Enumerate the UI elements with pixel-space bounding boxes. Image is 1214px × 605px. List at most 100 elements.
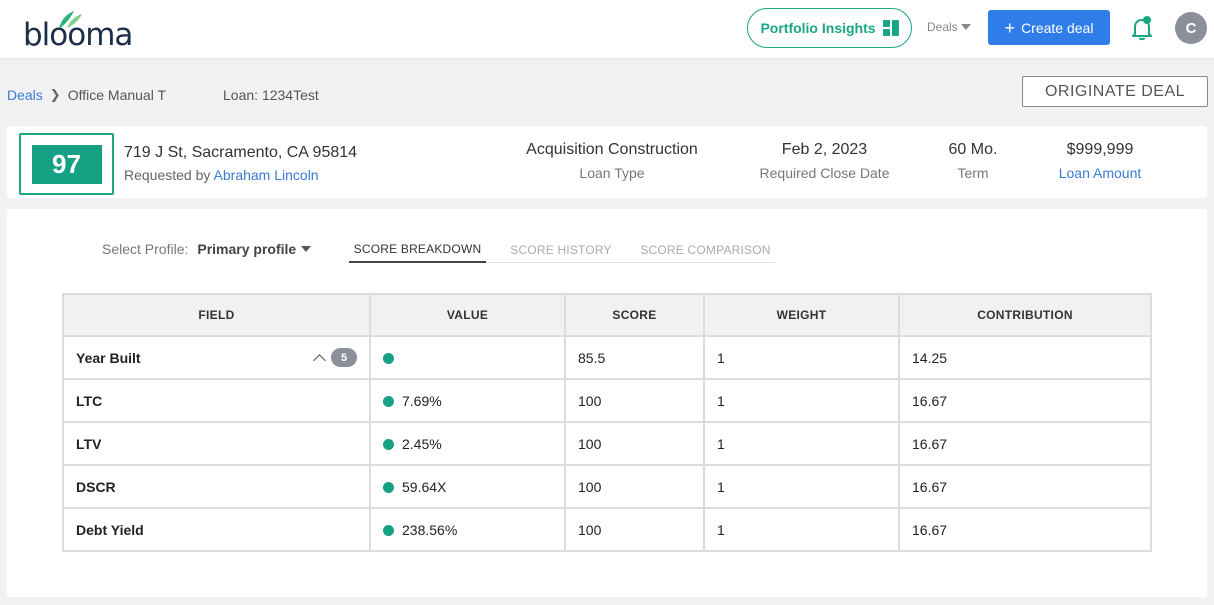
score-cell: 100	[564, 421, 705, 466]
blooma-logo[interactable]: blooma	[23, 8, 133, 53]
weight-cell: 1	[703, 335, 900, 380]
deal-summary-card: 97 719 J St, Sacramento, CA 95814 Reques…	[7, 126, 1207, 198]
score-panel: Select Profile: Primary profile SCORE BR…	[7, 209, 1207, 597]
expand-toggle[interactable]: 5	[313, 348, 357, 367]
field-cell: DSCR	[62, 464, 371, 509]
dashboard-grid-icon	[882, 20, 899, 36]
create-deal-label: Create deal	[1021, 19, 1094, 36]
score-cell: 100	[564, 507, 705, 552]
score-cell: 85.5	[564, 335, 705, 380]
weight-cell: 1	[703, 507, 900, 552]
status-dot-icon	[383, 353, 394, 365]
column-header-value: VALUE	[369, 293, 566, 337]
weight-cell: 1	[703, 464, 900, 509]
close-date-label: Required Close Date	[759, 165, 890, 181]
chevron-right-icon: ❯	[49, 87, 61, 102]
profile-selected: Primary profile	[197, 241, 297, 257]
plus-icon: +	[1004, 17, 1016, 38]
requested-by: Requested by Abraham Lincoln	[124, 167, 319, 183]
value-text: 238.56%	[402, 521, 458, 538]
user-avatar[interactable]: C	[1175, 12, 1207, 44]
tab-score-history[interactable]: SCORE HISTORY	[510, 242, 612, 257]
breadcrumb-deal-name: Office Manual T	[67, 87, 167, 103]
value-text: 59.64X	[402, 478, 447, 495]
score-cell: 100	[564, 378, 705, 423]
field-name: Year Built	[76, 349, 141, 366]
originate-deal-button[interactable]: ORIGINATE DEAL	[1022, 76, 1208, 107]
contribution-cell: 16.67	[898, 464, 1152, 509]
term-block: 60 Mo. Term	[933, 141, 1013, 181]
profile-label: Select Profile:	[102, 241, 189, 257]
deal-score-badge: 97	[19, 133, 114, 195]
profile-dropdown[interactable]: Primary profile	[197, 241, 312, 257]
portfolio-insights-label: Portfolio Insights	[760, 20, 876, 36]
score-breakdown-table: FIELD VALUE SCORE WEIGHT CONTRIBUTION Ye…	[62, 293, 1152, 552]
loan-amount-link[interactable]: Loan Amount	[1058, 165, 1142, 181]
status-dot-icon	[383, 396, 394, 408]
field-cell: Year Built 5	[62, 335, 371, 380]
requested-by-prefix: Requested by	[124, 167, 211, 183]
loan-id: Loan: 1234Test	[223, 87, 319, 103]
portfolio-insights-button[interactable]: Portfolio Insights	[747, 8, 912, 48]
value-text: 7.69%	[402, 392, 442, 409]
field-cell: LTV	[62, 421, 371, 466]
score-cell: 100	[564, 464, 705, 509]
weight-cell: 1	[703, 421, 900, 466]
field-cell: Debt Yield	[62, 507, 371, 552]
contribution-cell: 16.67	[898, 378, 1152, 423]
requester-link[interactable]: Abraham Lincoln	[213, 167, 319, 183]
table-row: LTV 2.45% 100 1 16.67	[62, 421, 1152, 466]
loan-type-block: Acquisition Construction Loan Type	[512, 141, 712, 181]
tab-score-breakdown[interactable]: SCORE BREAKDOWN	[349, 236, 486, 263]
column-header-field: FIELD	[62, 293, 371, 337]
breadcrumb-deals-link[interactable]: Deals	[7, 87, 43, 103]
status-dot-icon	[383, 482, 394, 494]
contribution-cell: 16.67	[898, 421, 1152, 466]
value-cell: 7.69%	[369, 378, 566, 423]
column-header-contribution: CONTRIBUTION	[898, 293, 1152, 337]
contribution-cell: 16.67	[898, 507, 1152, 552]
table-row: DSCR 59.64X 100 1 16.67	[62, 464, 1152, 509]
bell-icon[interactable]	[1130, 15, 1154, 41]
term-value: 60 Mo.	[948, 141, 998, 158]
breadcrumb: Deals ❯ Office Manual T Loan: 1234Test	[7, 87, 319, 103]
table-row: Debt Yield 238.56% 100 1 16.67	[62, 507, 1152, 552]
contribution-cell: 14.25	[898, 335, 1152, 380]
table-row: LTC 7.69% 100 1 16.67	[62, 378, 1152, 423]
loan-type-label: Loan Type	[579, 165, 645, 181]
value-cell: 59.64X	[369, 464, 566, 509]
create-deal-button[interactable]: + Create deal	[988, 10, 1110, 45]
loan-type-value: Acquisition Construction	[526, 141, 698, 158]
logo-text: blooma	[23, 17, 133, 53]
loan-amount-value: $999,999	[1066, 141, 1134, 158]
value-text: 2.45%	[402, 435, 442, 452]
status-dot-icon	[383, 525, 394, 537]
value-cell: 2.45%	[369, 421, 566, 466]
table-row: Year Built 5 85.5 1 14.25	[62, 335, 1152, 380]
deal-score-value: 97	[31, 144, 102, 184]
sub-count-badge: 5	[331, 348, 357, 367]
table-header-row: FIELD VALUE SCORE WEIGHT CONTRIBUTION	[62, 293, 1152, 337]
tab-score-comparison[interactable]: SCORE COMPARISON	[640, 242, 771, 257]
profile-selector: Select Profile: Primary profile	[102, 241, 312, 257]
field-cell: LTC	[62, 378, 371, 423]
column-header-score: SCORE	[564, 293, 705, 337]
score-tabs: SCORE BREAKDOWN SCORE HISTORY SCORE COMP…	[349, 236, 775, 263]
column-header-weight: WEIGHT	[703, 293, 900, 337]
deals-dropdown-label: Deals	[927, 20, 958, 34]
deals-dropdown[interactable]: Deals	[927, 20, 971, 34]
weight-cell: 1	[703, 378, 900, 423]
close-date-value: Feb 2, 2023	[781, 141, 868, 158]
term-label: Term	[957, 165, 989, 181]
caret-down-icon	[960, 24, 971, 30]
caret-down-icon	[301, 246, 312, 252]
value-cell	[369, 335, 566, 380]
status-dot-icon	[383, 439, 394, 451]
leaf-icon	[59, 11, 82, 29]
chevron-up-icon	[313, 353, 326, 367]
value-cell: 238.56%	[369, 507, 566, 552]
close-date-block: Feb 2, 2023 Required Close Date	[752, 141, 897, 181]
loan-amount-block: $999,999 Loan Amount	[1050, 141, 1150, 181]
top-header: blooma Portfolio Insights Deals + Create…	[0, 0, 1214, 58]
property-address: 719 J St, Sacramento, CA 95814	[124, 144, 358, 161]
